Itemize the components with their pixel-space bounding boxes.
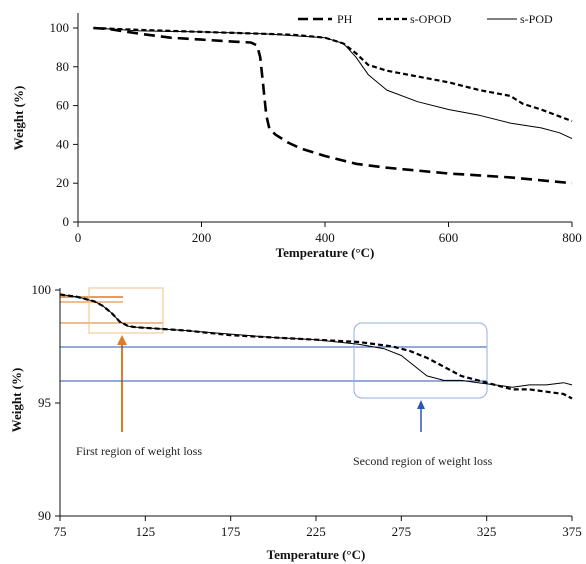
first-region-arrow-head — [117, 335, 127, 345]
first-region-label: First region of weight loss — [76, 444, 202, 458]
second-region-highlight — [60, 322, 488, 432]
y-tick-label: 90 — [38, 508, 51, 523]
x-tick-label: 225 — [306, 524, 326, 539]
top-legend: PH s-OPOD s-POD — [298, 12, 553, 26]
bottom-y-axis-title: Weight (%) — [9, 368, 24, 433]
legend-label-s-opod: s-OPOD — [410, 12, 452, 26]
y-tick-label: 0 — [63, 214, 70, 229]
x-tick-label: 800 — [562, 230, 582, 245]
first-region-box — [88, 287, 164, 334]
x-tick-label: 275 — [392, 524, 412, 539]
x-tick-label: 400 — [315, 230, 335, 245]
second-region-arrow-head — [417, 400, 425, 409]
bottom-x-axis-title: Temperature (°C) — [267, 547, 366, 562]
x-tick-label: 0 — [75, 230, 82, 245]
y-tick-label: 20 — [56, 175, 69, 190]
x-tick-label: 600 — [439, 230, 459, 245]
y-tick-label: 80 — [56, 59, 69, 74]
bottom-series-lines — [59, 293, 573, 400]
x-tick-label: 375 — [562, 524, 582, 539]
x-tick-label: 75 — [54, 524, 67, 539]
y-tick-label: 100 — [50, 20, 70, 35]
series-line-s-pod — [93, 27, 573, 140]
x-tick-label: 200 — [192, 230, 212, 245]
bottom-chart: 90 95 100 75 125 175 225 275 325 375 First regio… — [9, 282, 582, 562]
bottom-y-ticks: 90 95 100 — [32, 282, 60, 523]
series-line-ph — [93, 26, 573, 185]
series-line-s-pod — [59, 294, 573, 388]
x-tick-label: 325 — [477, 524, 497, 539]
y-tick-label: 95 — [38, 395, 51, 410]
first-region-highlight — [60, 287, 164, 432]
x-tick-label: 175 — [221, 524, 241, 539]
y-tick-label: 100 — [32, 282, 52, 297]
second-region-box — [353, 322, 488, 399]
series-line-s-opod — [93, 26, 573, 123]
y-tick-label: 40 — [56, 136, 69, 151]
top-chart: 0 20 40 60 80 100 0 200 400 600 800 PH s-OPOD s-P… — [11, 12, 582, 260]
x-tick-label: 125 — [136, 524, 156, 539]
y-tick-label: 60 — [56, 98, 69, 113]
legend-label-ph: PH — [337, 12, 353, 26]
second-region-label: Second region of weight loss — [353, 454, 493, 468]
bottom-x-ticks: 75 125 175 225 275 325 375 — [54, 516, 582, 539]
top-series-lines — [93, 26, 573, 185]
top-y-axis-title: Weight (%) — [11, 86, 26, 151]
top-y-ticks: 0 20 40 60 80 100 — [50, 20, 78, 229]
legend-label-s-pod: s-POD — [520, 12, 553, 26]
top-x-axis-title: Temperature (°C) — [276, 245, 375, 260]
top-x-ticks: 0 200 400 600 800 — [75, 222, 582, 245]
